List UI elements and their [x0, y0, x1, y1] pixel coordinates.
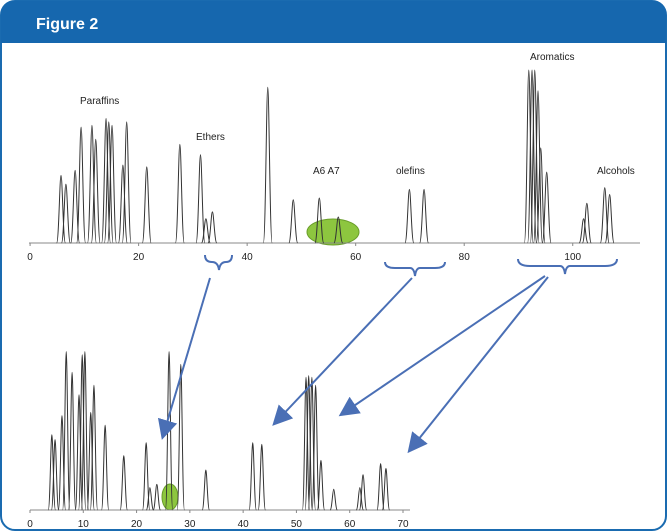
peak	[62, 351, 71, 511]
peak	[419, 188, 429, 244]
peak	[141, 166, 152, 244]
x-tick-label: 50	[291, 519, 303, 530]
peak	[87, 124, 97, 244]
annotation: Aromatics	[530, 52, 574, 63]
peak	[307, 376, 316, 511]
peak	[529, 69, 540, 244]
peak	[358, 474, 368, 511]
peak	[86, 411, 95, 511]
peak	[527, 69, 537, 244]
peak	[78, 354, 87, 511]
peak	[381, 467, 391, 511]
top-chart: 0 20 40 60 80 100	[27, 69, 640, 263]
x-tick-label: 20	[131, 519, 143, 530]
x-tick-label: 100	[564, 252, 581, 263]
annotation: Ethers	[196, 132, 225, 143]
peak	[376, 463, 385, 511]
peak	[195, 154, 206, 244]
peak	[314, 197, 325, 244]
figure-title: Figure 2	[36, 16, 98, 33]
annotation: Alcohols	[597, 166, 635, 177]
peak	[117, 164, 128, 244]
x-tick-label: 10	[78, 519, 90, 530]
x-tick-label: 0	[27, 519, 33, 530]
peak	[47, 434, 56, 511]
peak	[61, 183, 71, 244]
peak	[90, 138, 101, 244]
peak	[176, 363, 185, 511]
peak	[56, 175, 66, 244]
peak	[145, 487, 154, 511]
peak	[257, 443, 266, 511]
peak	[404, 188, 415, 244]
peak	[101, 424, 110, 511]
peak	[533, 90, 543, 244]
arrows	[157, 275, 549, 454]
peak	[119, 455, 128, 511]
peak	[355, 487, 364, 511]
highlight	[161, 483, 179, 511]
header-bar	[1, 1, 666, 43]
peak	[541, 171, 552, 244]
bottom-chart: 0 10 20 30 40 50 60 70	[27, 351, 410, 530]
peak	[174, 143, 185, 244]
x-tick-label: 60	[344, 519, 356, 530]
peak	[304, 375, 313, 511]
x-tick-label: 30	[184, 519, 196, 530]
peak	[103, 121, 114, 244]
peak	[101, 117, 111, 244]
peak	[301, 376, 311, 511]
x-tick-label: 40	[238, 519, 250, 530]
annotation: A6 A7	[313, 166, 340, 177]
peak	[152, 483, 161, 511]
peak	[50, 439, 60, 511]
x-tick-label: 60	[350, 252, 362, 263]
peak	[316, 459, 326, 511]
peak	[89, 384, 99, 511]
peak	[107, 124, 117, 244]
x-tick-label: 0	[27, 252, 33, 263]
x-tick-label: 70	[397, 519, 409, 530]
peak	[248, 442, 257, 511]
peak	[599, 187, 610, 244]
peak	[535, 147, 546, 244]
peak	[57, 415, 67, 511]
peak	[604, 194, 615, 244]
peak	[164, 351, 174, 511]
peak	[329, 488, 338, 511]
peak	[311, 384, 320, 511]
peak	[201, 218, 211, 244]
peak	[333, 216, 344, 244]
peak	[578, 218, 589, 244]
peak	[262, 86, 273, 244]
x-tick-label: 40	[242, 252, 254, 263]
x-tick-label: 20	[133, 252, 145, 263]
peak	[74, 394, 84, 511]
peak	[581, 202, 592, 244]
braces	[204, 254, 618, 277]
peak	[68, 371, 77, 511]
peak	[523, 69, 534, 244]
annotation: Paraffins	[80, 96, 119, 107]
annotation: olefins	[396, 166, 425, 177]
peak	[288, 199, 299, 244]
peak	[207, 211, 218, 244]
peak	[76, 126, 86, 244]
peak	[121, 121, 132, 244]
peak	[80, 351, 89, 511]
highlight	[306, 218, 360, 246]
x-tick-label: 80	[459, 252, 471, 263]
peak	[201, 469, 210, 511]
